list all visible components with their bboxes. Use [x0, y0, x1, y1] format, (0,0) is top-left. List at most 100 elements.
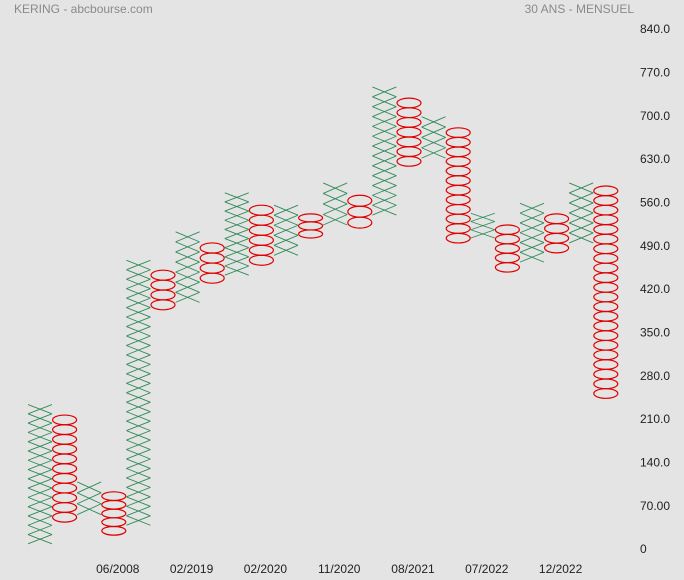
o-symbol — [494, 243, 520, 254]
column — [224, 192, 249, 276]
x-symbol — [224, 201, 249, 212]
o-symbol — [445, 194, 471, 206]
x-symbol — [77, 481, 102, 494]
o-symbol — [593, 243, 619, 255]
y-tick-label: 140.0 — [640, 456, 670, 470]
o-symbol — [593, 214, 619, 226]
x-symbol — [323, 203, 348, 215]
o-symbol — [51, 424, 78, 436]
x-symbol — [126, 458, 151, 469]
o-symbol — [593, 388, 619, 399]
o-symbol — [593, 204, 619, 216]
x-symbol — [27, 450, 53, 461]
o-symbol — [150, 279, 176, 291]
x-symbol — [27, 534, 53, 545]
o-symbol — [199, 252, 225, 264]
x-symbol — [126, 335, 151, 346]
x-symbol — [372, 125, 397, 137]
x-symbol — [569, 182, 594, 194]
x-symbol — [126, 439, 151, 450]
x-symbol — [126, 515, 151, 526]
x-symbol — [224, 219, 249, 230]
x-symbol — [126, 278, 151, 290]
x-symbol — [27, 422, 53, 433]
o-symbol — [593, 224, 619, 235]
o-symbol — [593, 252, 619, 264]
column — [593, 185, 619, 399]
column — [494, 224, 520, 273]
o-symbol — [593, 368, 619, 380]
x-symbol — [519, 232, 545, 243]
column — [519, 202, 545, 263]
o-symbol — [347, 205, 373, 218]
x-tick-label: 11/2020 — [318, 562, 361, 576]
o-symbol — [51, 502, 78, 514]
o-symbol — [396, 97, 422, 109]
o-symbol — [593, 339, 619, 351]
o-symbol — [396, 116, 422, 128]
o-symbol — [593, 262, 619, 274]
o-symbol — [543, 213, 570, 225]
column — [396, 97, 422, 167]
y-tick-label: 560.0 — [640, 196, 670, 210]
x-symbol — [372, 165, 397, 177]
x-tick-label: 08/2021 — [391, 562, 435, 576]
x-symbol — [27, 431, 53, 443]
o-symbol — [101, 508, 127, 519]
x-symbol — [519, 222, 545, 234]
x-symbol — [372, 204, 397, 216]
column — [543, 213, 570, 254]
x-symbol — [323, 214, 348, 226]
x-symbol — [175, 281, 200, 293]
x-symbol — [569, 192, 594, 204]
column — [347, 194, 373, 229]
x-symbol — [126, 288, 151, 299]
o-symbol — [593, 310, 619, 322]
o-symbol — [593, 349, 619, 361]
o-symbol — [248, 214, 274, 226]
x-symbol — [175, 291, 200, 303]
o-symbol — [150, 299, 176, 311]
x-symbol — [27, 413, 53, 424]
x-symbol — [27, 459, 53, 470]
x-symbol — [175, 251, 200, 263]
x-symbol — [126, 430, 151, 441]
x-tick-label: 12/2022 — [539, 562, 583, 576]
y-tick-label: 770.0 — [640, 66, 670, 80]
x-symbol — [175, 241, 200, 253]
x-symbol — [126, 259, 151, 271]
o-symbol — [51, 511, 78, 523]
y-tick-label: 490.0 — [640, 239, 670, 253]
y-tick-label: 280.0 — [640, 369, 670, 383]
column — [248, 204, 274, 266]
x-symbol — [323, 182, 348, 194]
o-symbol — [543, 242, 570, 254]
x-symbol — [273, 244, 299, 256]
x-symbol — [569, 222, 594, 234]
o-symbol — [199, 242, 225, 254]
o-symbol — [445, 136, 471, 148]
x-symbol — [372, 86, 397, 98]
o-symbol — [298, 213, 324, 223]
o-symbol — [593, 195, 619, 206]
o-symbol — [494, 224, 520, 236]
x-symbol — [224, 265, 249, 276]
x-tick-label: 02/2020 — [244, 562, 288, 576]
x-symbol — [273, 214, 299, 226]
x-symbol — [569, 202, 594, 214]
o-symbol — [298, 229, 324, 239]
o-symbol — [396, 136, 422, 148]
x-symbol — [421, 136, 446, 149]
o-symbol — [445, 184, 471, 196]
o-symbol — [101, 525, 127, 536]
o-symbol — [248, 204, 274, 216]
x-symbol — [175, 231, 200, 243]
column — [298, 213, 324, 239]
o-symbol — [543, 223, 570, 234]
o-symbol — [51, 463, 78, 475]
x-symbol — [126, 486, 151, 498]
o-symbol — [445, 232, 471, 244]
x-symbol — [372, 106, 397, 117]
x-tick-label: 02/2019 — [170, 562, 214, 576]
x-symbol — [126, 307, 151, 318]
